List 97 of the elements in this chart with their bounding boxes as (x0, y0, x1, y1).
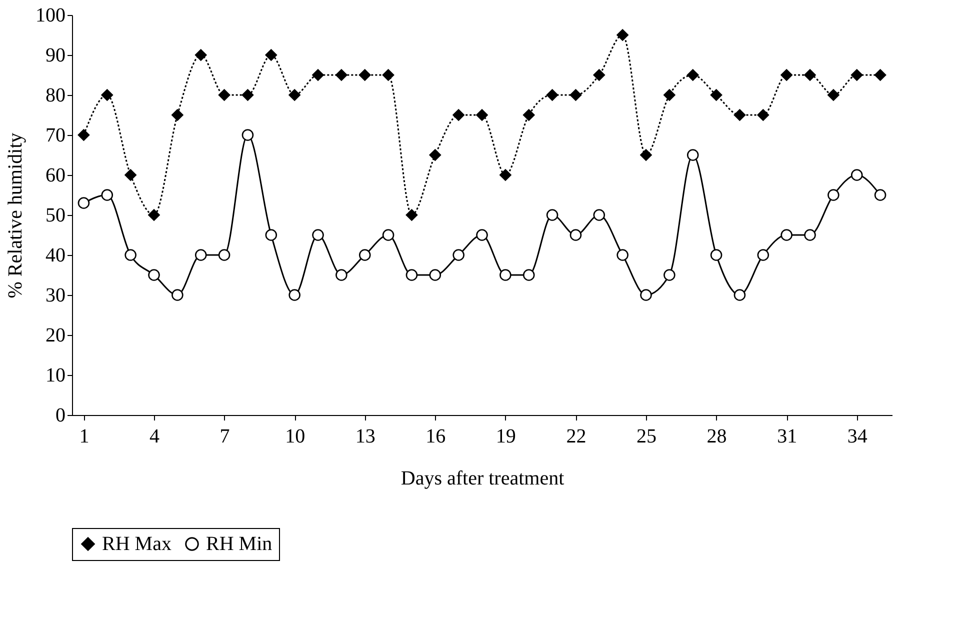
point (78, 197, 90, 209)
point (406, 209, 418, 221)
point (336, 269, 348, 281)
point (148, 269, 160, 281)
point (429, 149, 442, 161)
point (664, 89, 676, 101)
point (593, 69, 606, 81)
x-tick-label: 25 (636, 426, 656, 448)
point (570, 229, 582, 241)
point (522, 109, 535, 121)
point (452, 109, 464, 121)
y-tick-label: 90 (46, 44, 66, 66)
point (312, 69, 324, 81)
point (406, 269, 418, 281)
point (828, 189, 840, 201)
x-tick-label: 22 (566, 426, 586, 448)
y-tick-label: 100 (36, 4, 66, 26)
point (874, 69, 886, 81)
x-tick-label: 13 (355, 426, 376, 448)
point (382, 69, 394, 81)
point (242, 89, 254, 101)
point (358, 69, 371, 81)
point (710, 249, 722, 261)
x-axis-title: Days after treatment (400, 468, 565, 490)
y-axis-title: % Relative humidity (4, 132, 26, 298)
x-tick-label: 34 (847, 426, 868, 448)
point (288, 289, 300, 301)
point (804, 229, 816, 241)
point (172, 109, 184, 121)
point (757, 249, 770, 261)
point (734, 109, 746, 121)
point (476, 109, 488, 121)
point (148, 209, 160, 221)
x-tick-label: 31 (777, 426, 798, 448)
point (194, 49, 207, 61)
y-tick-label: 0 (56, 404, 66, 426)
y-tick-label: 70 (46, 124, 66, 146)
point (664, 269, 676, 281)
y-tick-label: 80 (46, 84, 66, 106)
point (218, 249, 230, 261)
point (780, 69, 792, 81)
point (124, 169, 136, 181)
point (358, 249, 371, 261)
point (828, 89, 840, 101)
point (101, 189, 114, 201)
point (850, 169, 863, 181)
x-tick-label: 4 (150, 426, 160, 448)
y-tick-label: 60 (46, 164, 66, 186)
point (734, 289, 746, 301)
legend-label: RH Min (206, 533, 272, 555)
legend-label: RH Max (102, 533, 172, 555)
point (546, 209, 558, 221)
point (265, 49, 278, 61)
point (710, 89, 722, 101)
point (429, 269, 442, 281)
point (686, 69, 699, 81)
point (616, 249, 628, 261)
point (500, 269, 512, 281)
point (336, 69, 348, 81)
point (640, 149, 652, 161)
point (124, 249, 136, 261)
x-tick-label: 7 (220, 426, 230, 448)
point (382, 229, 394, 241)
point (616, 29, 628, 41)
point (686, 149, 699, 161)
point (757, 109, 770, 121)
point (640, 289, 652, 301)
point (312, 229, 324, 241)
point (850, 69, 863, 81)
y-tick-label: 30 (46, 284, 66, 306)
point (874, 189, 886, 201)
x-tick-label: 10 (285, 426, 306, 448)
point (218, 89, 230, 101)
point (780, 229, 792, 241)
point (546, 89, 558, 101)
y-tick-label: 10 (46, 364, 66, 386)
point (288, 89, 300, 101)
point (194, 249, 207, 261)
x-tick-label: 28 (706, 426, 727, 448)
point (242, 129, 254, 141)
point (172, 289, 184, 301)
point (101, 89, 114, 101)
point (522, 269, 535, 281)
point (265, 229, 278, 241)
point (570, 89, 582, 101)
point (804, 69, 816, 81)
x-tick-label: 1 (79, 426, 90, 448)
point (452, 249, 464, 261)
point (500, 169, 512, 181)
y-tick-label: 50 (46, 204, 66, 226)
x-tick-label: 19 (496, 426, 516, 448)
y-tick-label: 40 (46, 244, 66, 266)
y-tick-label: 20 (46, 324, 66, 346)
point (593, 209, 606, 221)
point (476, 229, 488, 241)
x-tick-label: 16 (426, 426, 446, 448)
point (78, 129, 90, 141)
